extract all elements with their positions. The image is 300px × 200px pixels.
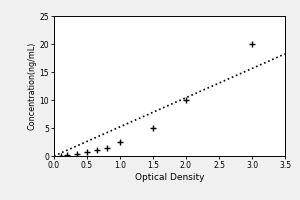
- Y-axis label: Concentration(ng/mL): Concentration(ng/mL): [28, 42, 37, 130]
- X-axis label: Optical Density: Optical Density: [135, 173, 204, 182]
